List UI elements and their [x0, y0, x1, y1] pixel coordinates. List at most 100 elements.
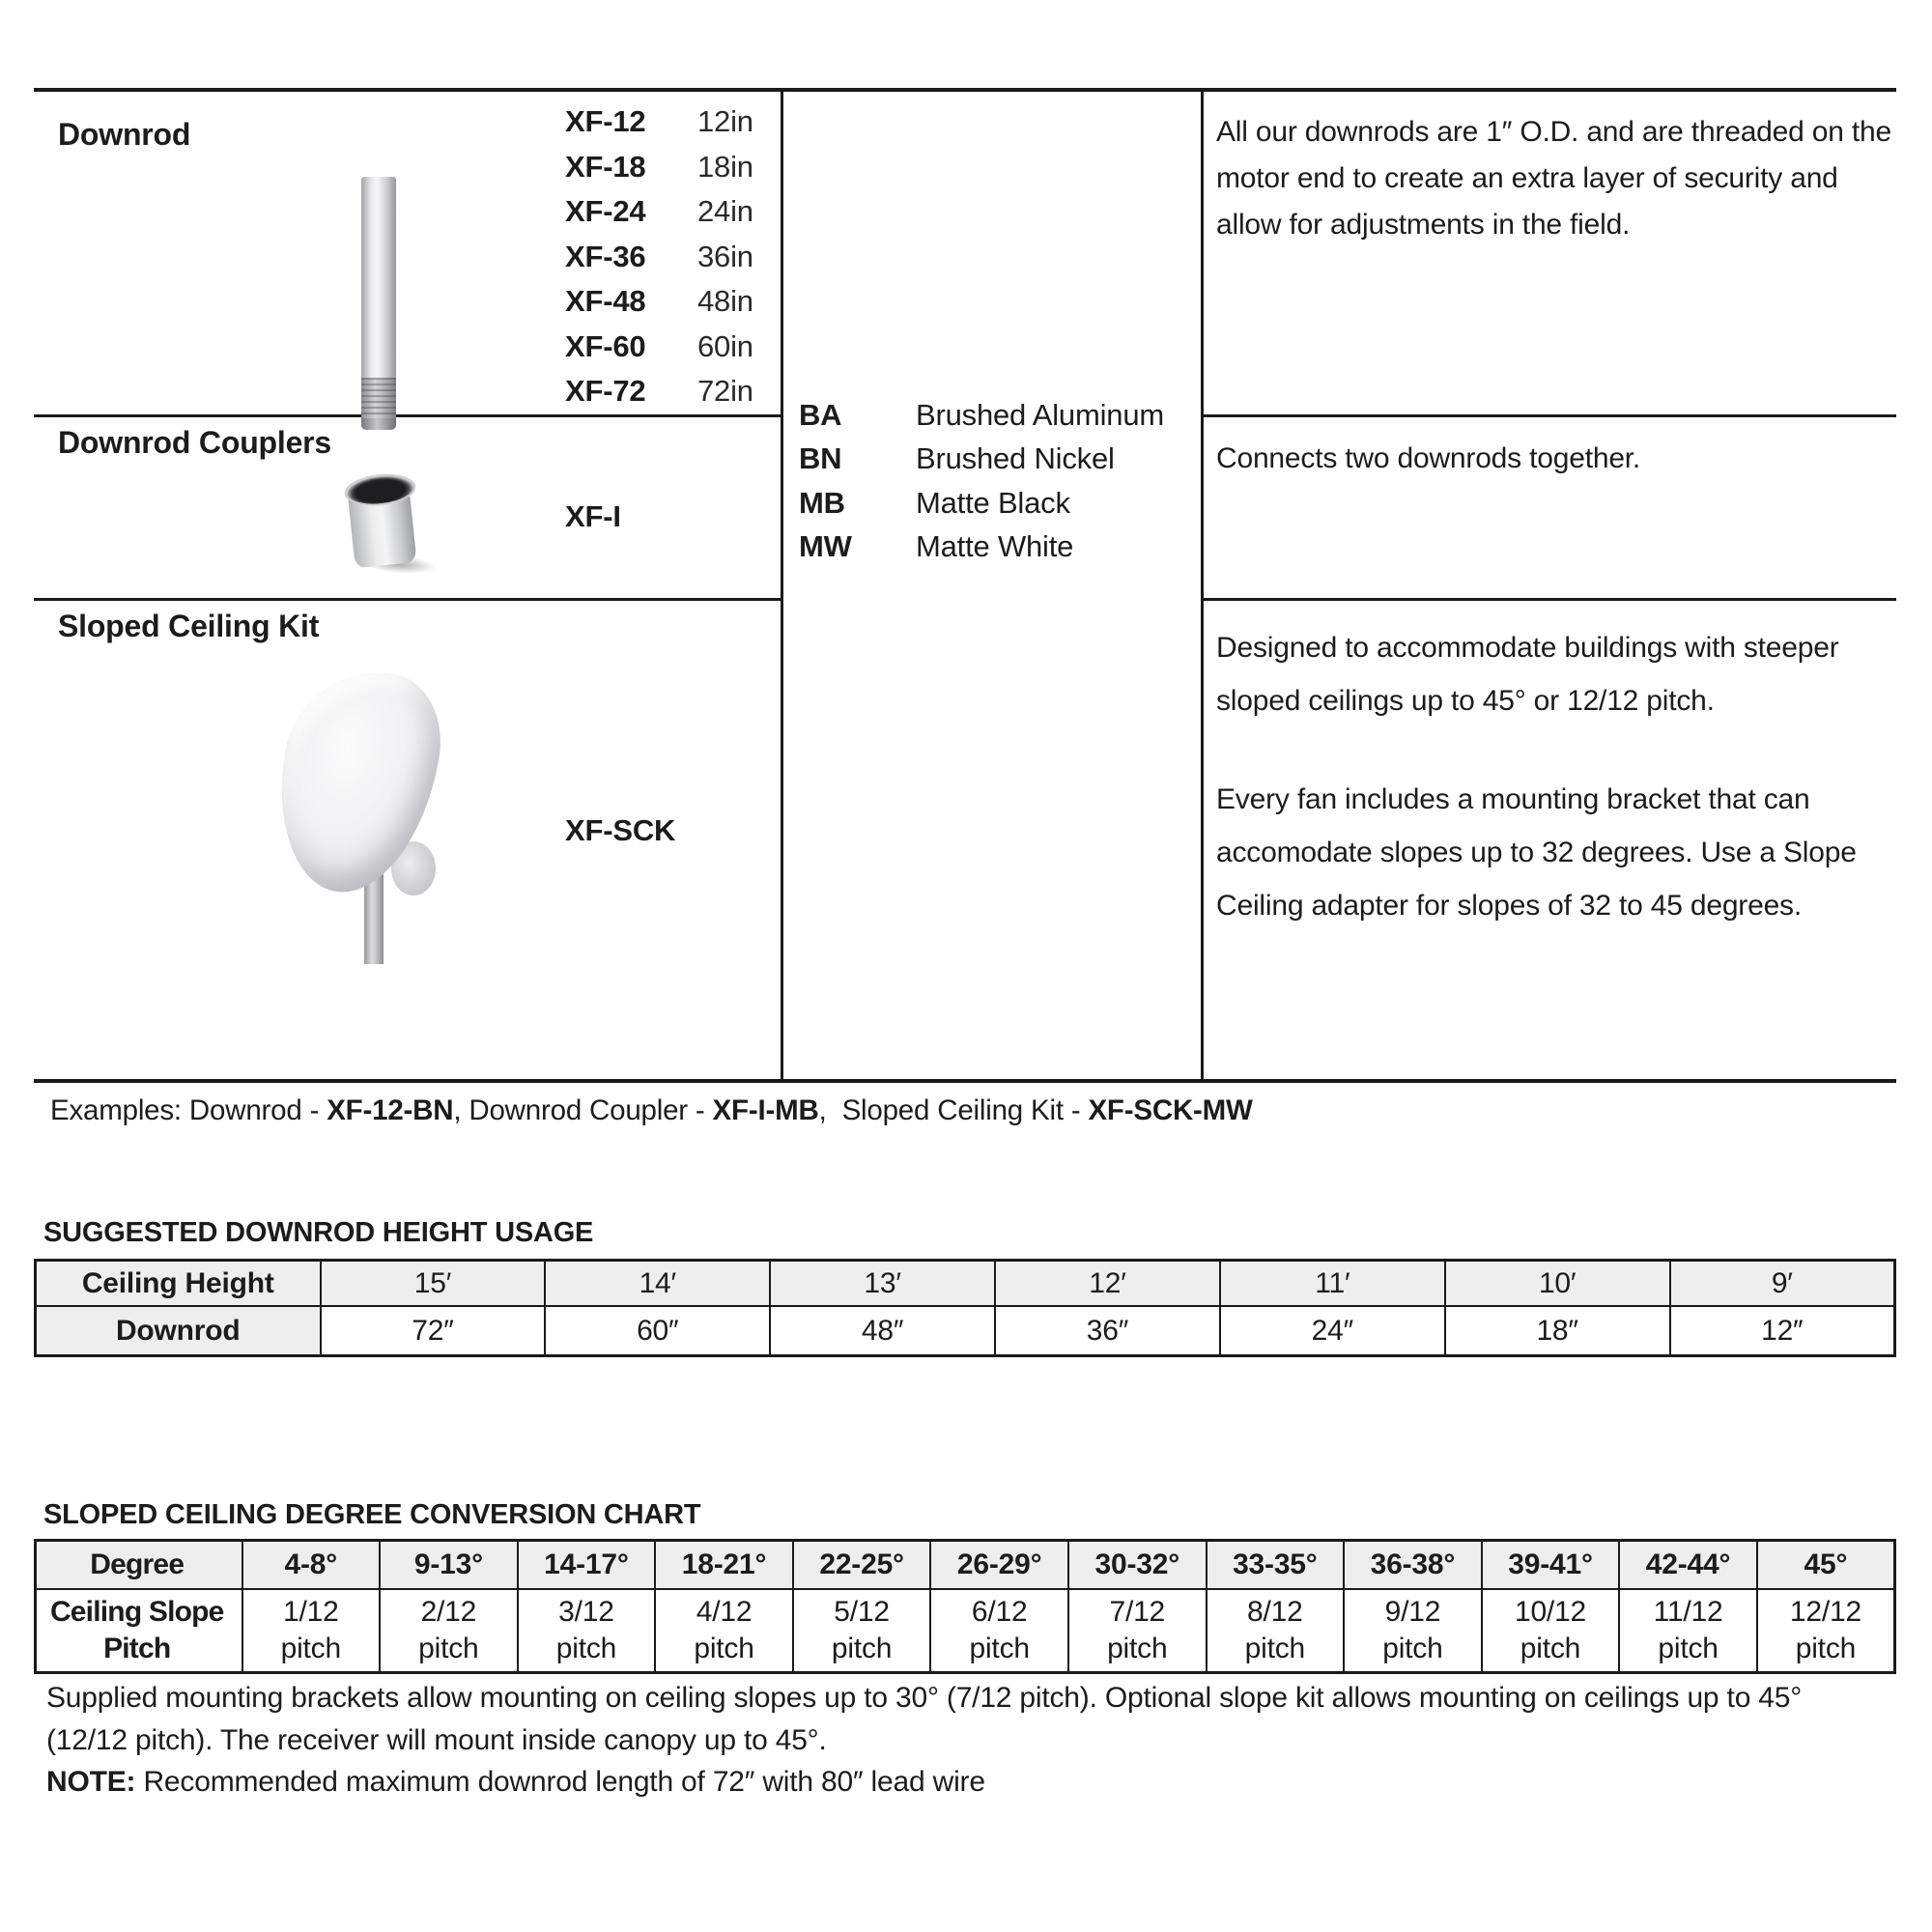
model-size: 24in	[697, 194, 753, 229]
downrod-length-value: 12″	[1668, 1305, 1896, 1357]
downrod-height-table: Ceiling Height 15′ 14′ 13′ 12′ 11′ 10′ 9…	[34, 1259, 1896, 1357]
downrod-model-list: XF-12 12in XF-18 18in XF-24 24in XF-36 36in …	[565, 99, 753, 414]
pitch-fraction: 5/12	[834, 1596, 890, 1628]
pitch-word: pitch	[555, 1633, 617, 1664]
pitch-value: 7/12 pitch	[1066, 1588, 1208, 1674]
pitch-value: 10/12 pitch	[1480, 1588, 1621, 1674]
finish-row: MW Matte White	[799, 526, 1164, 570]
pitch-value: 8/12 pitch	[1205, 1588, 1346, 1674]
canopy-rod	[364, 868, 384, 964]
downrod-shaft	[361, 177, 396, 378]
finish-row: BA Brushed Aluminum	[799, 393, 1164, 438]
max-downrod-note: NOTE: Recommended maximum downrod length…	[46, 1766, 985, 1799]
spec-row-divider-left-1	[34, 414, 783, 417]
pitch-value: 11/12 pitch	[1618, 1588, 1758, 1674]
finish-name: Brushed Nickel	[916, 441, 1115, 476]
sloped-kit-description-2: Every fan includes a mounting bracket th…	[1216, 783, 1857, 922]
sloped-kit-section-title: Sloped Ceiling Kit	[58, 609, 320, 643]
pitch-fraction: 11/12	[1653, 1596, 1723, 1628]
note-text: Recommended maximum downrod length of 72…	[135, 1766, 985, 1798]
pitch-value: 2/12 pitch	[379, 1588, 519, 1674]
pitch-label: Ceiling Slope Pitch	[34, 1588, 243, 1674]
pitch-value: 1/12 pitch	[241, 1588, 382, 1674]
downrod-length-value: 48″	[769, 1305, 997, 1357]
degree-range: 18-21°	[654, 1539, 794, 1590]
model-row: XF-12 12in	[565, 99, 753, 145]
pitch-word: pitch	[1795, 1633, 1857, 1664]
degree-range: 36-38°	[1343, 1539, 1483, 1590]
ceiling-height-value: 11′	[1218, 1259, 1446, 1307]
ceiling-height-value: 14′	[544, 1259, 772, 1307]
model-code: XF-72	[565, 374, 646, 409]
degree-range: 45°	[1755, 1539, 1896, 1590]
pitch-word: pitch	[1658, 1633, 1719, 1664]
model-row: XF-24 24in	[565, 189, 753, 235]
finish-name: Matte White	[916, 529, 1074, 564]
ceiling-height-value: 13′	[769, 1259, 997, 1307]
degree-range: 22-25°	[791, 1539, 932, 1590]
sloped-kit-product-image	[263, 658, 452, 964]
model-row: XF-60 60in	[565, 325, 753, 370]
downrod-section-title: Downrod	[58, 117, 191, 152]
pitch-value: 6/12 pitch	[929, 1588, 1069, 1674]
model-row: XF-18 18in	[565, 145, 753, 190]
spec-divider-vertical-2	[1201, 92, 1204, 1079]
ceiling-height-value: 10′	[1443, 1259, 1671, 1307]
pitch-fraction: 7/12	[1109, 1596, 1166, 1628]
pitch-fraction: 10/12	[1514, 1596, 1587, 1628]
examples-mid2: , Sloped Ceiling Kit -	[818, 1094, 1089, 1126]
product-spec-table: Downrod XF-12 12in XF-18 18in XF-24 24in XF…	[34, 88, 1896, 1083]
model-size: 48in	[697, 284, 753, 319]
downrod-end-cap	[361, 418, 396, 430]
examples-prefix: Examples: Downrod -	[50, 1094, 327, 1126]
coupler-model-code: XF-I	[565, 499, 621, 533]
pitch-word: pitch	[1244, 1633, 1306, 1664]
finish-name: Matte Black	[916, 485, 1070, 520]
model-code: XF-12	[565, 104, 646, 139]
model-code: XF-60	[565, 328, 646, 363]
degree-range: 9-13°	[379, 1539, 519, 1590]
pitch-word: pitch	[280, 1633, 342, 1664]
slope-conversion-table: Degree 4-8° 9-13° 14-17° 18-21° 22-25° 2…	[34, 1539, 1896, 1674]
model-size: 12in	[697, 104, 753, 139]
model-row: XF-72 72in	[565, 369, 753, 414]
finish-options-list: BA Brushed Aluminum BN Brushed Nickel MB Ma…	[799, 393, 1164, 569]
pitch-fraction: 4/12	[696, 1596, 753, 1628]
spec-row-divider-right-2	[1204, 598, 1896, 601]
ceiling-height-label: Ceiling Height	[34, 1259, 322, 1307]
downrod-length-value: 60″	[544, 1305, 772, 1357]
pitch-word: pitch	[831, 1633, 893, 1664]
degree-label: Degree	[34, 1539, 243, 1590]
pitch-word: pitch	[1520, 1633, 1581, 1664]
coupler-product-image	[338, 470, 438, 577]
pitch-fraction: 2/12	[420, 1596, 477, 1628]
ceiling-height-value: 12′	[994, 1259, 1221, 1307]
model-size: 72in	[697, 374, 753, 409]
pitch-value: 9/12 pitch	[1343, 1588, 1483, 1674]
model-row: XF-48 48in	[565, 279, 753, 325]
spec-row-divider-right-1	[1204, 414, 1896, 417]
degree-range: 4-8°	[241, 1539, 382, 1590]
pitch-fraction: 6/12	[971, 1596, 1028, 1628]
model-code: XF-24	[565, 194, 646, 229]
finish-code: BN	[799, 441, 842, 476]
model-code: XF-36	[565, 239, 646, 273]
finish-row: BN Brushed Nickel	[799, 438, 1164, 482]
pitch-fraction: 3/12	[558, 1596, 614, 1628]
finish-name: Brushed Aluminum	[916, 397, 1164, 432]
pitch-value: 5/12 pitch	[791, 1588, 932, 1674]
ceiling-height-value: 15′	[319, 1259, 547, 1307]
slope-mounting-note: Supplied mounting brackets allow mountin…	[46, 1682, 1803, 1756]
finish-row: MB Matte Black	[799, 481, 1164, 526]
pitch-word: pitch	[969, 1633, 1030, 1664]
model-size: 18in	[697, 149, 753, 184]
coupler-section-title: Downrod Couplers	[58, 425, 332, 460]
model-size: 36in	[697, 239, 753, 273]
coupler-description: Connects two downrods together.	[1216, 442, 1641, 474]
spec-row-divider-left-2	[34, 598, 783, 601]
model-size: 60in	[697, 328, 753, 363]
degree-range: 42-44°	[1618, 1539, 1758, 1590]
degree-range: 33-35°	[1205, 1539, 1346, 1590]
note-label: NOTE:	[46, 1766, 136, 1798]
degree-range: 26-29°	[929, 1539, 1069, 1590]
